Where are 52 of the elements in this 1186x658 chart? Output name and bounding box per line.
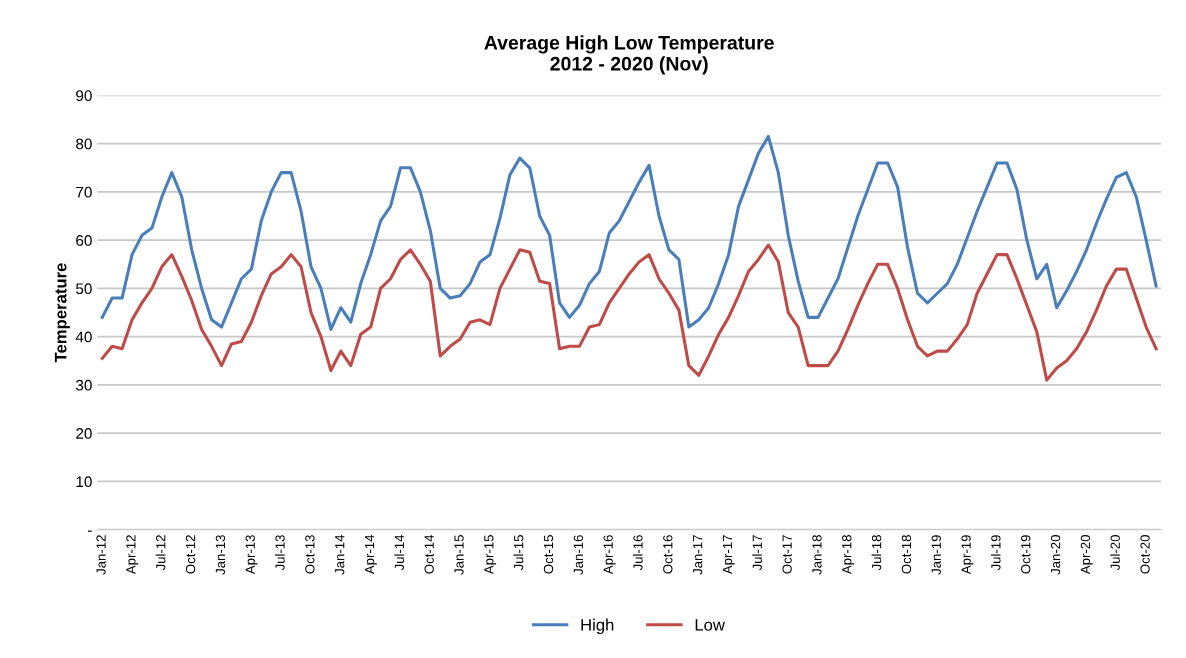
y-tick-label: - (87, 530, 92, 532)
x-tick-label: Jan-12 (96, 535, 106, 575)
y-tick-label: 60 (76, 235, 92, 246)
y-tick-label: 30 (75, 379, 92, 391)
y-tick-label: 70 (76, 186, 92, 198)
x-tick-label: Apr-12 (126, 535, 139, 575)
y-tick-label: 90 (76, 90, 92, 102)
x-tick-label: Apr-17 (722, 535, 735, 575)
x-tick-label: Oct-14 (424, 534, 434, 574)
y-tick-label: 20 (76, 428, 92, 439)
x-tick-label: Jan-13 (215, 535, 226, 575)
x-tick-label: Apr-16 (603, 535, 616, 575)
x-tick-label: Apr-13 (245, 535, 258, 575)
x-tick-label: Jan-20 (1050, 535, 1061, 575)
x-tick-label: Jul-17 (752, 535, 762, 571)
x-tick-label: Jan-15 (454, 535, 464, 575)
legend-label: High (581, 618, 614, 635)
x-tick-label: Jul-15 (513, 535, 524, 571)
y-tick-label: 80 (76, 138, 92, 150)
y-tick-label: 40 (75, 331, 92, 343)
x-tick-label: Jul-13 (275, 535, 285, 571)
line-series (100, 243, 1158, 382)
x-tick-label: Apr-14 (365, 534, 377, 575)
x-tick-label: Oct-13 (305, 535, 315, 574)
x-tick-label: Oct-19 (1021, 535, 1031, 574)
x-tick-label: Apr-18 (842, 535, 855, 575)
x-tick-label: Apr-15 (484, 535, 497, 575)
y-tick-label: 10 (76, 476, 92, 488)
x-tick-label: Oct-20 (1140, 535, 1150, 574)
x-tick-label: Oct-17 (782, 535, 792, 574)
x-tick-label: Oct-18 (901, 535, 912, 574)
chart-title: Average High Low Temperature 2012 - 2020 (Nov) (484, 35, 774, 75)
x-tick-label: Jul-18 (871, 535, 882, 571)
x-tick-label: Jul-19 (990, 535, 1001, 571)
x-tick-label: Jul-14 (394, 534, 405, 571)
x-tick-label: Jul-12 (155, 535, 166, 571)
x-tick-label: Jan-18 (812, 535, 822, 575)
line-series (100, 134, 1158, 331)
x-tick-label: Jul-20 (1110, 535, 1120, 571)
x-tick-label: Jan-14 (335, 534, 345, 575)
x-tick-label: Oct-12 (185, 535, 196, 574)
x-tick-label: Jan-17 (693, 535, 703, 575)
x-tick-label: Apr-20 (1080, 535, 1093, 575)
legend-label: Low (695, 619, 725, 631)
y-axis-title: Temperature (54, 263, 70, 363)
y-tick-label: 50 (76, 283, 92, 295)
x-tick-label: Oct-15 (543, 535, 554, 574)
x-tick-label: Jan-16 (573, 535, 583, 575)
x-tick-label: Apr-19 (961, 535, 974, 575)
x-tick-label: Jul-16 (632, 535, 643, 571)
x-tick-label: Oct-16 (663, 535, 673, 574)
x-tick-label: Jan-19 (931, 535, 941, 575)
